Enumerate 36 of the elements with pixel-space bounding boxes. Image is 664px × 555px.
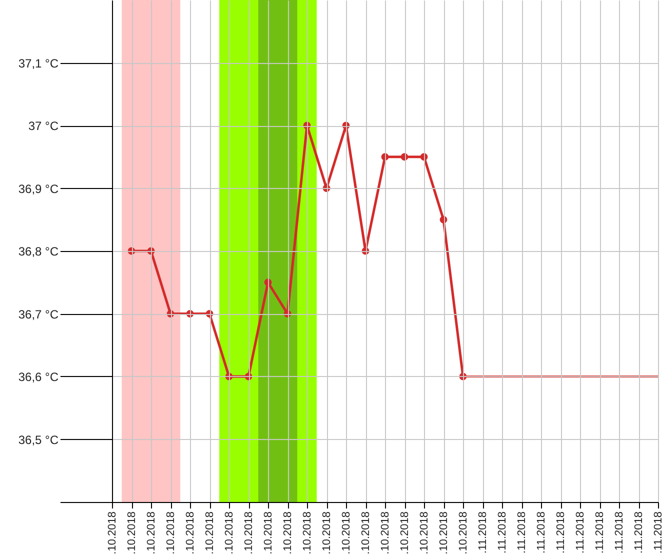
x-tick-label: .10.2018 <box>302 512 314 554</box>
x-tick-label: .10.2018 <box>165 512 177 554</box>
x-tick-label: .11.2018 <box>555 512 567 554</box>
x-tick-label: .10.2018 <box>184 512 196 554</box>
y-tick-label: 36,5 °C <box>18 432 59 447</box>
y-tick-label: 36,7 °C <box>18 307 59 322</box>
x-tick-label: .11.2018 <box>477 512 489 554</box>
x-tick-label: .11.2018 <box>516 512 528 554</box>
x-tick-label: .10.2018 <box>340 512 352 554</box>
x-tick-label: .10.2018 <box>458 512 470 554</box>
x-tick-label: .10.2018 <box>282 512 294 554</box>
x-tick-label: .10.2018 <box>380 512 392 554</box>
x-tick-label: .10.2018 <box>438 512 450 554</box>
x-tick-label: .11.2018 <box>614 512 626 554</box>
x-tick-label: .10.2018 <box>321 512 333 554</box>
x-tick-label: .11.2018 <box>652 512 664 554</box>
x-tick-label: .10.2018 <box>399 512 411 554</box>
x-tick-label: .11.2018 <box>633 512 645 554</box>
x-tick-label: .10.2018 <box>262 512 274 554</box>
x-tick-label: .10.2018 <box>146 512 158 554</box>
y-tick-label: 37 °C <box>28 119 59 133</box>
x-tick-label: .10.2018 <box>418 512 430 554</box>
x-tick-label: .11.2018 <box>496 512 508 554</box>
y-tick-label: 36,9 °C <box>18 182 59 196</box>
x-tick-label: .10.2018 <box>360 512 372 554</box>
x-tick-label: .10.2018 <box>126 512 138 554</box>
x-tick-label: .11.2018 <box>594 512 606 554</box>
x-tick-label: .10.2018 <box>224 512 236 554</box>
x-tick-label: .11.2018 <box>536 512 548 554</box>
x-tick-label: .10.2018 <box>243 512 255 554</box>
x-tick-label: .11.2018 <box>574 512 586 554</box>
y-tick-label: 36,8 °C <box>18 244 59 258</box>
x-tick-label: .10.2018 <box>204 512 216 554</box>
y-tick-label: 37,1 °C <box>18 56 59 70</box>
x-tick-label: .10.2018 <box>106 512 118 554</box>
y-tick-label: 36,6 °C <box>18 370 59 384</box>
